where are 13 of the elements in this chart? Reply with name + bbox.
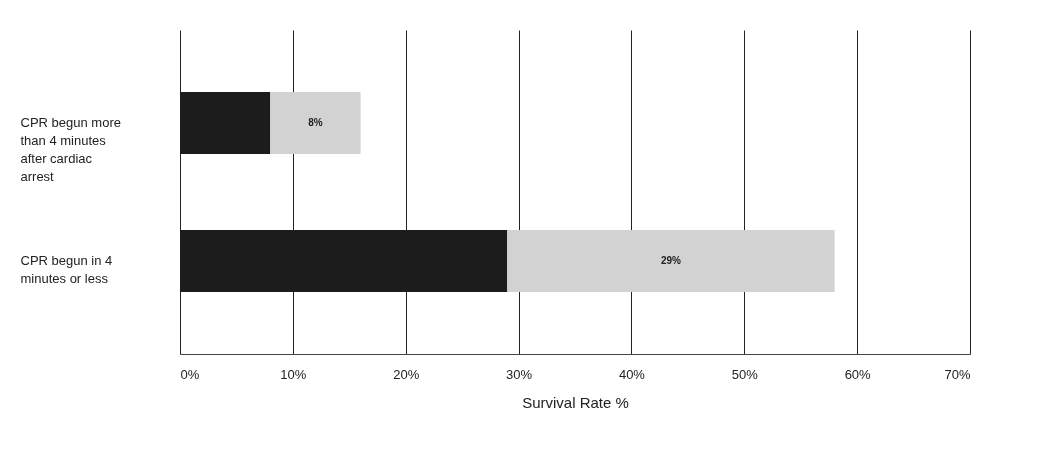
y-tick-label: CPR begun in 4 minutes or less — [20, 252, 113, 286]
x-tick-label: 10% — [280, 366, 307, 382]
x-tick-label: 60% — [844, 366, 872, 382]
data-label: 29% — [660, 254, 682, 266]
x-tick-label: 40% — [618, 366, 646, 382]
x-tick-label: 30% — [506, 366, 533, 382]
x-tick-label: 20% — [393, 366, 420, 382]
y-tick-label: CPR begun more than 4 minutes after cardiac arrest — [20, 115, 121, 185]
data-label: 8% — [308, 117, 323, 129]
x-tick-label: 70% — [944, 366, 971, 382]
x-axis-title: Survival Rate % — [522, 393, 629, 411]
x-tick-label: 0% — [180, 366, 200, 382]
x-tick-label: 50% — [731, 366, 759, 382]
